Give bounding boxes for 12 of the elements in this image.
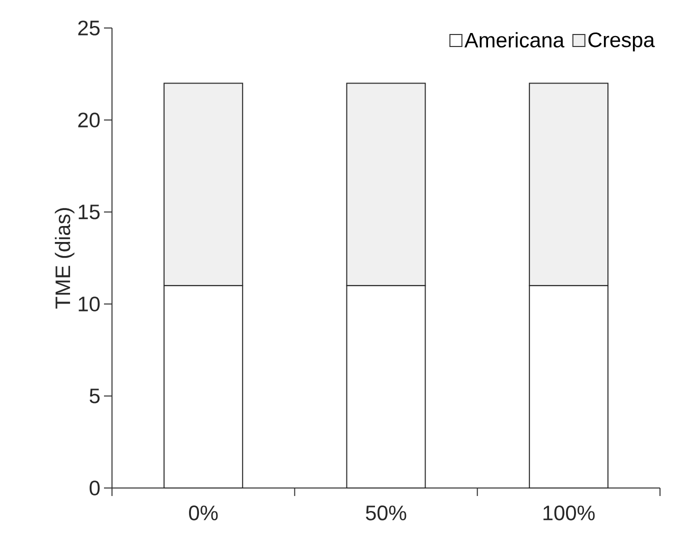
y-tick-label: 5	[90, 388, 100, 404]
y-tick-label: 20	[78, 112, 100, 128]
legend-label: Crespa	[588, 32, 655, 52]
legend-label: Americana	[464, 32, 564, 48]
y-axis-title: TME (dias)	[54, 208, 74, 309]
x-tick-label: 50%	[366, 506, 406, 520]
y-tick-label: 0	[90, 480, 100, 496]
y-tick-label: 15	[78, 204, 100, 220]
y-tick-label: 25	[78, 20, 100, 36]
x-tick-label: 100%	[544, 506, 595, 520]
y-tick-label: 10	[78, 296, 100, 312]
x-tick-label: 0%	[189, 506, 218, 520]
